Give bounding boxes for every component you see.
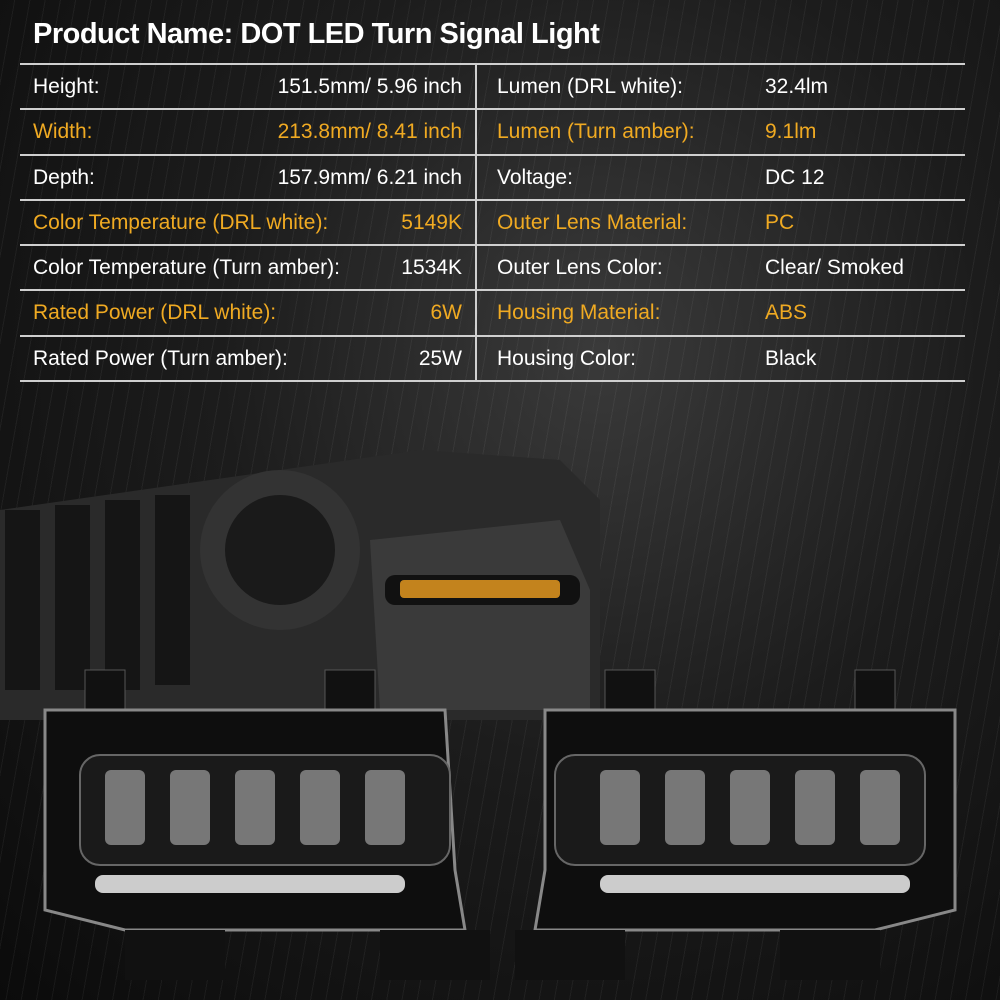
product-title: Product Name: DOT LED Turn Signal Light xyxy=(33,18,600,50)
spec-row: Height: 151.5mm/ 5.96 inch Lumen (DRL whit… xyxy=(20,63,965,108)
spec-value: 9.1lm xyxy=(765,120,817,144)
spec-value: Black xyxy=(765,346,817,370)
spec-label: Outer Lens Material: xyxy=(497,210,688,234)
spec-row: Width: 213.8mm/ 8.41 inch Lumen (Turn ambe… xyxy=(20,108,965,153)
lamp-left xyxy=(43,669,490,980)
spec-value: 25W xyxy=(418,346,462,370)
spec-value: 151.5mm/ 5.96 inch xyxy=(277,75,462,98)
spec-row: Color Temperature (DRL white): 5149K Outer… xyxy=(20,198,965,244)
spec-value: Clear/ Smoked xyxy=(765,256,904,280)
spec-label: Housing Material: xyxy=(497,301,661,325)
spec-table: Height: 151.5mm/ 5.96 inch Lumen (DRL whit… xyxy=(20,63,965,382)
spec-label: Depth: xyxy=(33,165,95,189)
spec-label: Rated Power (DRL white): xyxy=(33,301,277,325)
spec-label: Height: xyxy=(33,75,100,98)
spec-label: Rated Power (Turn amber): xyxy=(33,346,288,370)
vehicle-silhouette xyxy=(0,450,600,720)
column-divider xyxy=(475,63,477,382)
spec-value: PC xyxy=(765,210,795,234)
spec-row: Color Temperature (Turn amber): 1534K Oute… xyxy=(20,244,965,289)
spec-value: ABS xyxy=(765,301,808,325)
product-photo xyxy=(0,450,957,980)
spec-value: 5149K xyxy=(401,210,462,234)
lamp-right xyxy=(515,669,957,980)
spec-value: 6W xyxy=(430,301,463,325)
spec-value: 157.9mm/ 6.21 inch xyxy=(277,165,462,189)
spec-row: Rated Power (DRL white): 6W Housing Materi… xyxy=(20,289,965,334)
spec-row: Rated Power (Turn amber): 25W Housing Colo… xyxy=(20,334,965,382)
spec-row: Depth: 157.9mm/ 6.21 inch Voltage: DC 12 xyxy=(20,153,965,199)
spec-label: Voltage: xyxy=(497,165,573,189)
spec-label: Color Temperature (Turn amber): xyxy=(33,256,340,280)
spec-value: 32.4lm xyxy=(765,75,829,98)
spec-value: DC 12 xyxy=(765,165,825,189)
spec-label: Color Temperature (DRL white): xyxy=(33,210,329,234)
spec-label: Lumen (Turn amber): xyxy=(497,120,695,144)
spec-label: Width: xyxy=(33,120,93,144)
spec-label: Housing Color: xyxy=(497,346,636,370)
spec-label: Lumen (DRL white): xyxy=(497,75,683,98)
spec-label: Outer Lens Color: xyxy=(497,256,663,280)
spec-value: 1534K xyxy=(401,256,462,280)
spec-value: 213.8mm/ 8.41 inch xyxy=(277,120,462,144)
